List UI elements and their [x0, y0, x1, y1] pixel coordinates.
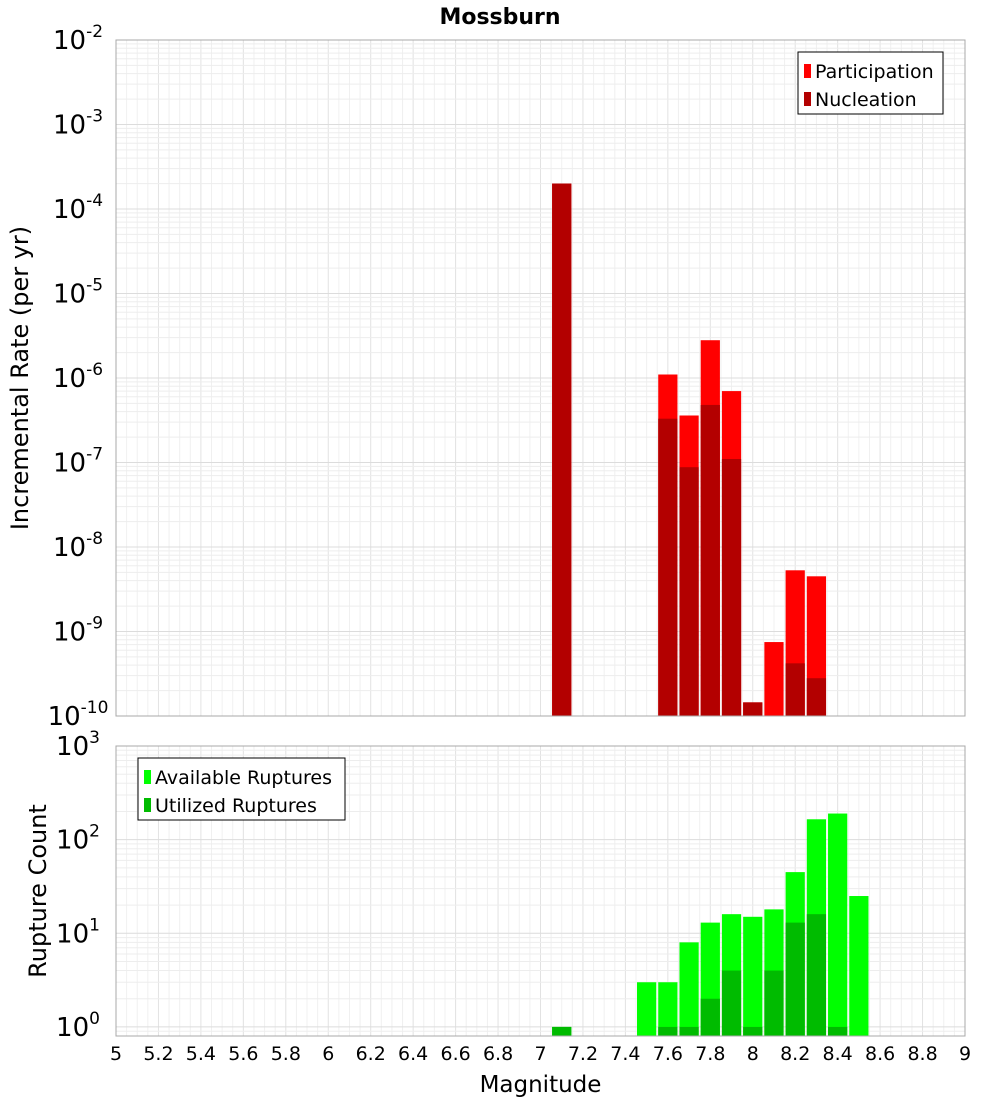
y-tick-label: 10-4 — [53, 191, 103, 225]
legend-label: Participation — [815, 61, 934, 83]
legend-swatch — [144, 770, 151, 784]
bar-available-ruptures — [849, 896, 869, 1036]
x-tick-label: 9 — [959, 1043, 971, 1065]
bar-available-ruptures — [743, 916, 763, 1036]
y-axis-label: Incremental Rate (per yr) — [6, 226, 34, 530]
y-tick-label: 10-9 — [53, 614, 103, 648]
x-tick-label: 8.8 — [907, 1043, 937, 1065]
bar-participation — [764, 642, 784, 716]
x-tick-label: 8.4 — [823, 1043, 853, 1065]
bar-utilized-ruptures — [700, 998, 720, 1036]
y-tick-label: 10-10 — [48, 698, 109, 732]
legend-swatch — [804, 92, 811, 106]
legend: Participation Nucleation — [797, 51, 944, 115]
y-axis-label: Rupture Count — [24, 804, 52, 978]
x-tick-label: 5 — [110, 1043, 122, 1065]
x-tick-label: 7.8 — [695, 1043, 725, 1065]
x-axis-label: Magnitude — [480, 1072, 602, 1098]
bar-nucleation — [806, 678, 827, 716]
legend: Available Ruptures Utilized Ruptures — [137, 757, 346, 821]
bar-utilized-ruptures — [785, 922, 805, 1036]
bar-utilized-ruptures — [552, 1026, 572, 1036]
y-tick-label: 10-2 — [53, 22, 103, 56]
series-1 — [552, 914, 848, 1036]
bar-utilized-ruptures — [721, 970, 742, 1036]
x-tick-label: 5.2 — [143, 1043, 173, 1065]
bar-utilized-ruptures — [743, 1026, 763, 1036]
legend-label: Utilized Ruptures — [155, 795, 317, 817]
x-tick-label: 6.8 — [483, 1043, 513, 1065]
bar-utilized-ruptures — [764, 970, 784, 1036]
y-tick-label: 10-5 — [53, 276, 103, 310]
x-tick-label: 6.2 — [356, 1043, 386, 1065]
y-tick-label: 101 — [56, 915, 100, 949]
legend-box — [797, 51, 944, 115]
bar-nucleation — [700, 404, 720, 716]
bar-nucleation — [658, 418, 678, 716]
x-tick-label: 7.4 — [610, 1043, 640, 1065]
y-tick-label: 100 — [56, 1009, 100, 1043]
bar-available-ruptures — [658, 982, 678, 1036]
bar-available-ruptures — [637, 982, 657, 1036]
legend-label: Available Ruptures — [155, 767, 332, 789]
y-tick-label: 10-6 — [53, 360, 103, 394]
legend-swatch — [804, 64, 811, 78]
y-tick-label: 10-8 — [53, 529, 103, 563]
y-tick-label: 103 — [56, 728, 100, 762]
bar-nucleation — [743, 702, 763, 716]
x-tick-label: 8.6 — [865, 1043, 895, 1065]
y-tick-label: 10-3 — [53, 107, 103, 141]
x-tick-label: 6.6 — [440, 1043, 470, 1065]
bar-available-ruptures — [828, 813, 848, 1036]
x-tick-label: 6.4 — [398, 1043, 428, 1065]
bar-nucleation — [785, 663, 805, 716]
x-tick-label: 5.6 — [228, 1043, 258, 1065]
chart-title: Mossburn — [439, 5, 560, 30]
bar-utilized-ruptures — [828, 1026, 848, 1036]
x-tick-label: 5.4 — [186, 1043, 216, 1065]
x-tick-label: 7.6 — [653, 1043, 683, 1065]
bar-nucleation — [721, 459, 742, 716]
series-1 — [552, 183, 827, 716]
bar-available-ruptures — [679, 942, 699, 1036]
x-tick-label: 7.2 — [568, 1043, 598, 1065]
x-tick-label: 8.2 — [780, 1043, 810, 1065]
legend-box — [137, 757, 346, 821]
plot-border — [115, 39, 966, 717]
plot-border — [115, 745, 966, 1037]
bar-nucleation — [679, 467, 699, 716]
legend-label: Nucleation — [815, 89, 917, 111]
x-tick-label: 5.8 — [271, 1043, 301, 1065]
x-tick-label: 8 — [747, 1043, 759, 1065]
y-tick-label: 10-7 — [53, 445, 103, 479]
legend-swatch — [144, 798, 151, 812]
x-tick-label: 7 — [534, 1043, 546, 1065]
x-tick-label: 6 — [322, 1043, 334, 1065]
participation-rate-chart: 10-10 10-9 10-8 10-7 10-6 10-5 10-4 10-3 10-2 Inc… — [6, 22, 966, 732]
bar-nucleation — [552, 183, 572, 716]
grid — [115, 39, 966, 717]
bar-utilized-ruptures — [806, 914, 827, 1036]
y-tick-label: 102 — [56, 822, 100, 856]
bar-utilized-ruptures — [658, 1026, 678, 1036]
bar-utilized-ruptures — [679, 1026, 699, 1036]
